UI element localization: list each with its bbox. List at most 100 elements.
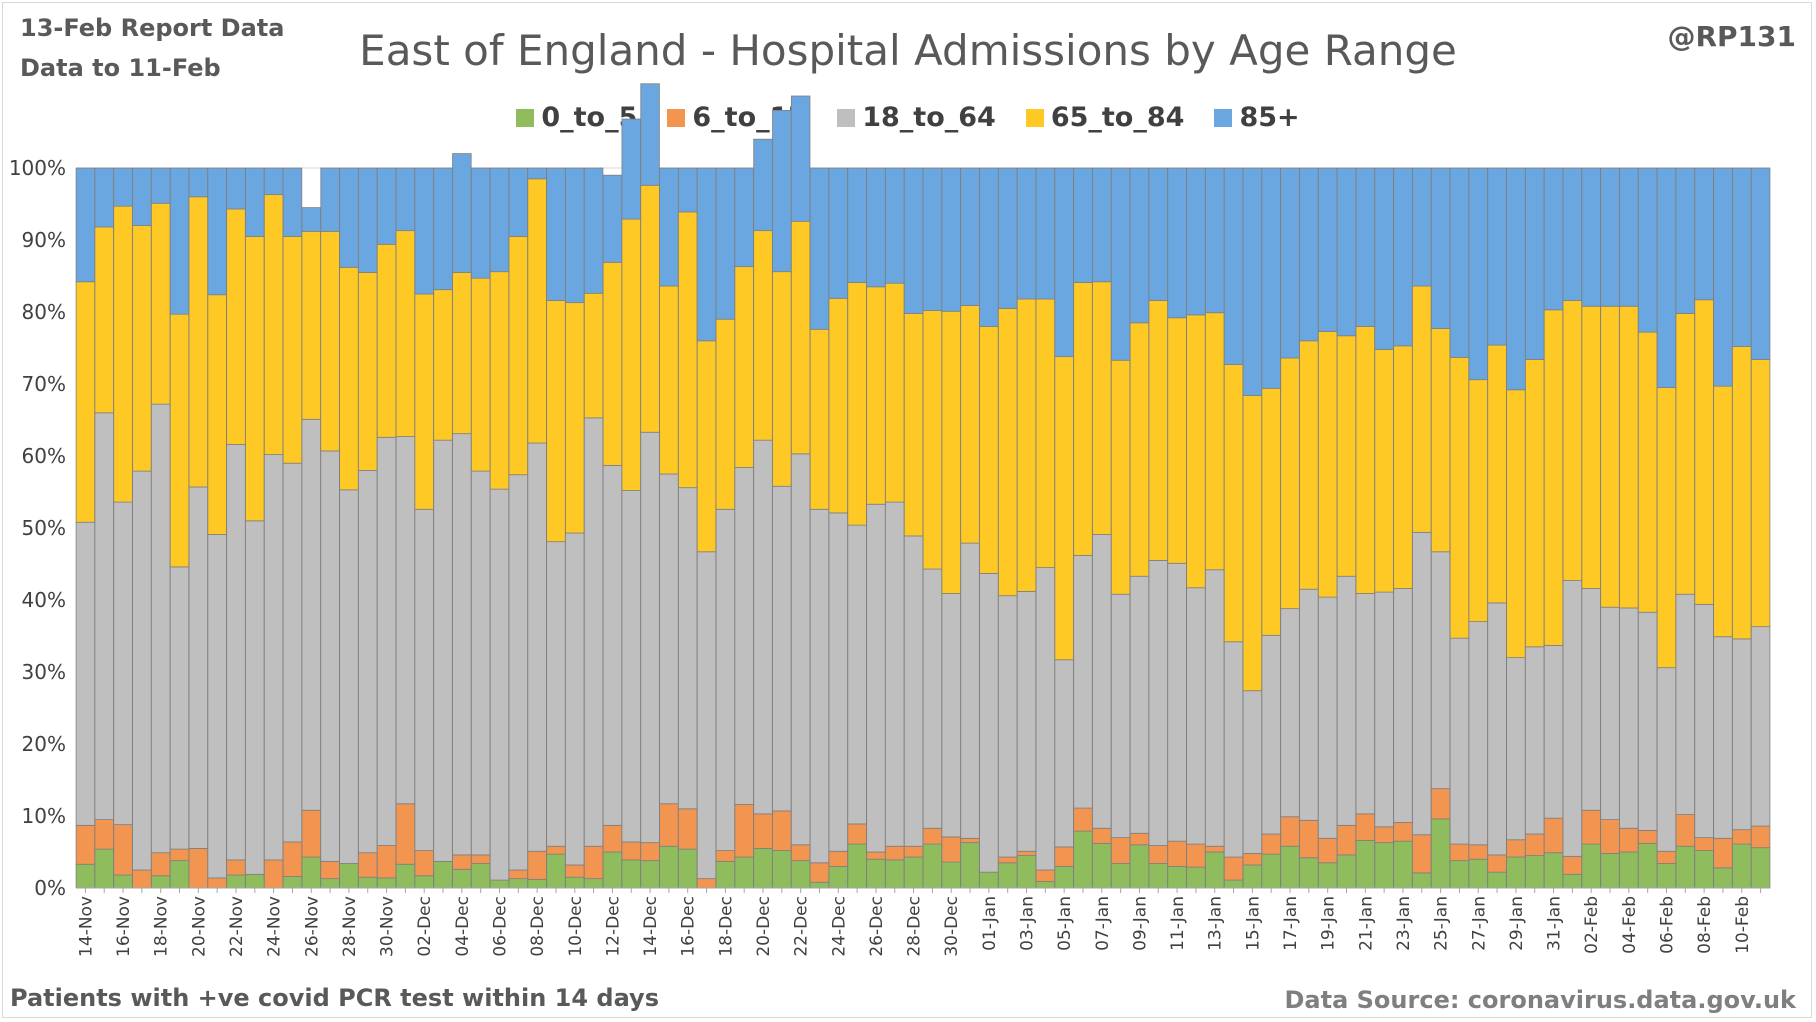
bar-segment [997, 856, 1018, 864]
bar-segment [1732, 829, 1752, 845]
bar-segment [1468, 621, 1488, 846]
x-tick-label: 08-Dec [528, 896, 548, 957]
bar-segment [734, 266, 754, 468]
bar-segment [583, 878, 604, 889]
bar-segment [150, 167, 171, 204]
bar-segment [1299, 588, 1319, 821]
bar-segment [1525, 646, 1545, 835]
bar-segment [1299, 857, 1319, 889]
bar-segment [546, 167, 566, 301]
bar-segment [1035, 869, 1056, 882]
bar-segment [753, 813, 773, 849]
bar-segment [245, 520, 265, 875]
bar-segment [452, 271, 472, 435]
bar-segment [132, 869, 152, 889]
bar-segment [1261, 853, 1281, 889]
bar-segment [1167, 866, 1187, 889]
bar-segment [263, 167, 284, 196]
bar-segment [1543, 309, 1564, 646]
bar-segment [979, 871, 999, 889]
bar-segment [1035, 167, 1056, 300]
bar-segment [1280, 816, 1300, 847]
x-tick-label: 28-Dec [905, 896, 925, 957]
bar-segment [1073, 282, 1093, 556]
legend-item: 85+ [1214, 102, 1300, 133]
bar-segment [94, 848, 114, 889]
bar-segment [866, 286, 886, 505]
bar-segment [1600, 167, 1620, 307]
bar-segment [282, 841, 303, 877]
bar-segment [1713, 385, 1733, 638]
x-tick-label: 30-Nov [378, 896, 398, 957]
bar-segment [1355, 840, 1376, 889]
bar-segment [1619, 607, 1639, 829]
bar-segment [696, 551, 717, 880]
bar-segment [1299, 340, 1319, 590]
x-tick-label: 09-Jan [1130, 896, 1150, 951]
bar-segment [1035, 567, 1056, 871]
bar-segment [1675, 845, 1696, 889]
bar-segment [245, 873, 265, 889]
bar-segment [1205, 312, 1225, 571]
bar-segment [1336, 167, 1357, 337]
bar-segment [1562, 580, 1583, 857]
chart-legend: 0_to_5 6_to_17 18_to_64 65_to_84 85+ [0, 102, 1816, 133]
legend-swatch [516, 108, 535, 127]
bar-segment [282, 462, 303, 843]
bar-segment [772, 850, 792, 889]
bar-segment [640, 184, 660, 433]
bar-segment [1336, 854, 1357, 889]
bar-segment [1280, 357, 1300, 610]
bar-segment [1600, 853, 1620, 889]
bar-segment [226, 859, 246, 876]
bar-segment [470, 167, 491, 279]
bar-segment [583, 845, 604, 880]
x-tick-label: 29-Jan [1507, 896, 1527, 951]
bar-segment [1374, 167, 1394, 350]
bar-segment [790, 860, 811, 889]
bar-segment [113, 501, 133, 826]
bar-segment [640, 83, 660, 186]
legend-swatch [837, 108, 856, 127]
bar-segment [1355, 167, 1376, 327]
bar-segment [847, 524, 867, 825]
bar-segment [1675, 313, 1696, 595]
bar-segment [169, 313, 190, 568]
bar-segment [1656, 167, 1677, 389]
bar-segment [790, 220, 811, 455]
bar-segment [828, 866, 849, 889]
bar-segment [621, 859, 641, 889]
bar-segment [1637, 167, 1658, 333]
x-tick-label: 08-Feb [1695, 896, 1715, 954]
bar-segment [565, 532, 585, 866]
bar-segment [188, 196, 209, 488]
bar-segment [809, 167, 830, 330]
bar-segment [132, 470, 152, 871]
bar-segment [1656, 863, 1677, 889]
y-tick-label: 30% [22, 660, 66, 684]
bar-segment [207, 877, 227, 889]
bar-segment [565, 167, 585, 304]
x-tick-label: 14-Dec [641, 896, 661, 957]
bar-segment [376, 167, 397, 245]
bar-segment [263, 454, 284, 861]
bar-segment [94, 819, 114, 850]
bar-segment [150, 403, 171, 854]
bar-segment [753, 230, 773, 441]
bar-segment [226, 208, 246, 445]
bar-segment [301, 856, 321, 889]
bar-segment [1412, 285, 1432, 533]
bar-segment [1449, 167, 1470, 358]
bar-segment [320, 230, 340, 452]
bar-segment [790, 95, 811, 222]
bar-segment [489, 271, 510, 490]
bar-segment [772, 271, 792, 487]
legend-label: 18_to_64 [862, 102, 996, 133]
x-tick-label: 23-Jan [1394, 896, 1414, 951]
bar-segment [1543, 852, 1564, 889]
bar-segment [1750, 359, 1771, 628]
bar-segment [809, 508, 830, 864]
bar-segment [772, 485, 792, 812]
bar-segment [414, 850, 434, 877]
